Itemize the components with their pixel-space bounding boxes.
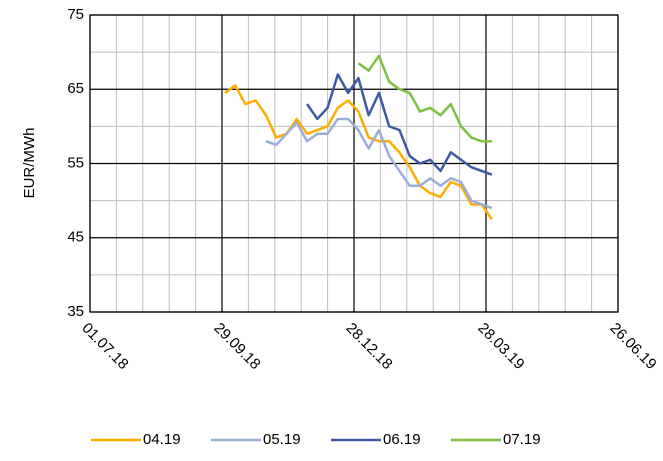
series-line [357,54,492,143]
legend-label: 06.19 [383,431,421,448]
series-line [265,117,493,210]
legend-label: 04.19 [143,431,181,448]
x-tick-label: 29.09.18 [210,320,263,373]
x-tick-label: 28.03.19 [474,320,527,373]
y-axis-label: EUR/MWh [21,128,38,199]
series-line [306,73,493,176]
legend-label: 05.19 [263,431,301,448]
y-tick-label: 55 [67,154,84,171]
y-tick-label: 45 [67,229,84,246]
y-tick-label: 75 [67,6,84,23]
x-tick-label: 01.07.18 [78,320,131,373]
series-line [224,84,493,220]
plot-frame [89,14,619,313]
legend-label: 07.19 [503,431,541,448]
x-tick-label: 26.06.19 [606,320,659,373]
x-tick-label: 28.12.18 [342,320,395,373]
y-tick-label: 65 [67,80,84,97]
y-tick-label: 35 [67,303,84,320]
